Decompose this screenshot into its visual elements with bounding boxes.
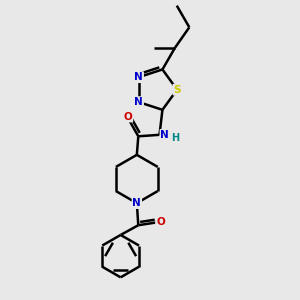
Text: N: N (160, 130, 169, 140)
Text: N: N (134, 97, 143, 107)
Text: H: H (171, 133, 179, 143)
Text: O: O (156, 217, 165, 227)
Text: N: N (132, 198, 141, 208)
Text: N: N (134, 72, 143, 82)
Text: S: S (173, 85, 181, 94)
Text: O: O (124, 112, 132, 122)
